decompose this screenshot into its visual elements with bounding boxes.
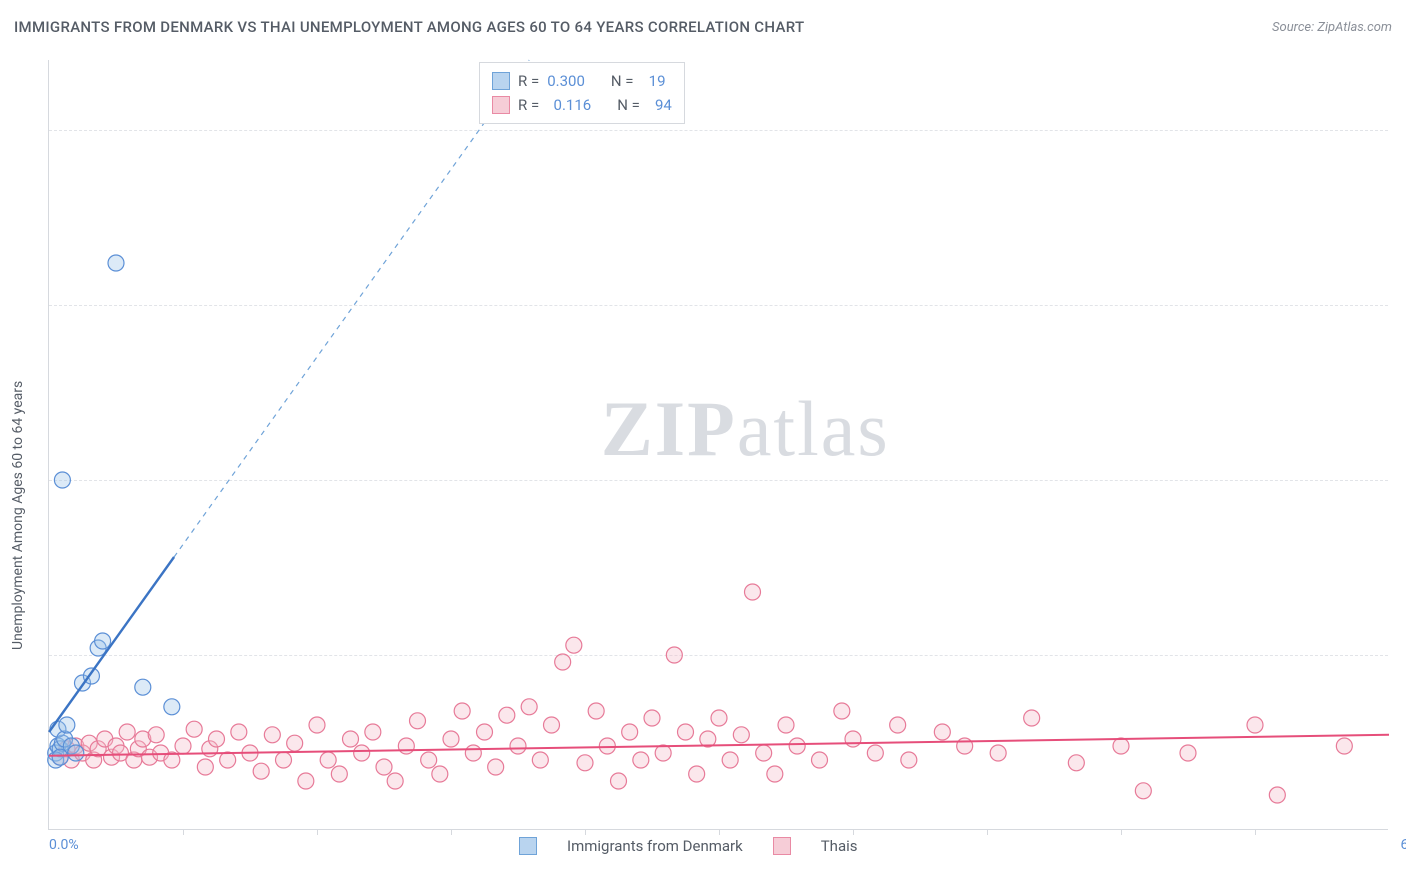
square-swatch-icon <box>492 72 510 90</box>
scatter-svg <box>49 60 1388 829</box>
series-2-name: Thais <box>821 837 858 855</box>
y-tick-label: 50.0% <box>1396 122 1406 138</box>
legend-n-value-1: 19 <box>642 69 666 93</box>
y-tick-label: 25.0% <box>1396 472 1406 488</box>
chart-title: IMMIGRANTS FROM DENMARK VS THAI UNEMPLOY… <box>14 18 804 36</box>
stats-legend: R = 0.300 N = 19 R = 0.116 N = 94 <box>479 62 685 124</box>
legend-r-label: R = <box>518 93 539 117</box>
legend-row-series1: R = 0.300 N = 19 <box>492 69 672 93</box>
legend-r-value-2: 0.116 <box>547 93 591 117</box>
x-axis-min-label: 0.0% <box>49 837 79 853</box>
legend-r-value-1: 0.300 <box>547 69 585 93</box>
legend-row-series2: R = 0.116 N = 94 <box>492 93 672 117</box>
square-swatch-icon <box>519 837 537 855</box>
source-label: Source: ZipAtlas.com <box>1272 20 1392 35</box>
legend-r-label: R = <box>518 69 539 93</box>
legend-n-value-2: 94 <box>648 93 672 117</box>
chart-plot-area: ZIPatlas 12.5%25.0%37.5%50.0% R = 0.300 … <box>48 60 1388 830</box>
legend-n-label: N = <box>611 69 634 93</box>
y-tick-label: 37.5% <box>1396 297 1406 313</box>
legend-n-label: N = <box>617 93 640 117</box>
x-axis-legend: Immigrants from Denmark Thais <box>519 837 858 855</box>
square-swatch-icon <box>492 96 510 114</box>
y-axis-label: Unemployment Among Ages 60 to 64 years <box>10 381 26 650</box>
x-axis-max-label: 60.0% <box>1400 837 1406 853</box>
series-1-name: Immigrants from Denmark <box>567 837 743 855</box>
y-tick-label: 12.5% <box>1396 647 1406 663</box>
square-swatch-icon <box>773 837 791 855</box>
